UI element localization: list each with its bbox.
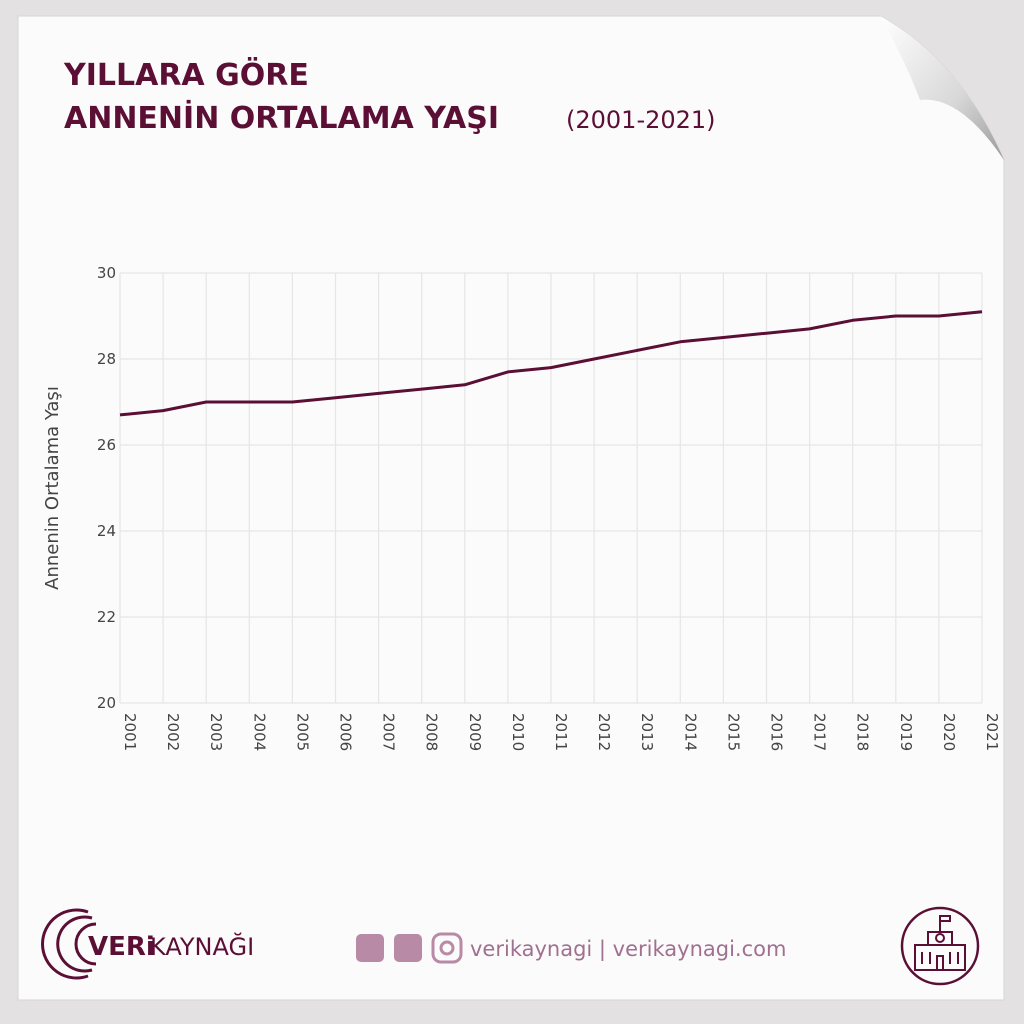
x-tick-label: 2020 (940, 713, 958, 751)
data-line (119, 310, 983, 417)
y-tick-label: 26 (97, 436, 116, 454)
title-line-1: YILLARA GÖRE (63, 56, 309, 93)
x-tick-label: 2019 (897, 713, 915, 751)
title-line-2: ANNENİN ORTALAMA YAŞI (64, 100, 499, 136)
x-tick-label: 2018 (854, 713, 872, 751)
x-tick-label: 2012 (595, 713, 613, 751)
x-tick-label: 2007 (380, 713, 398, 751)
brand-bold: VERi (88, 932, 155, 962)
x-tick-label: 2002 (164, 713, 182, 751)
school-badge (900, 906, 980, 986)
x-tick-label: 2010 (509, 713, 527, 751)
x-tick-label: 2017 (811, 713, 829, 751)
x-tick-label: 2001 (121, 713, 139, 751)
y-axis-label: Annenin Ortalama Yaşı (42, 386, 63, 590)
x-tick-label: 2003 (207, 713, 225, 751)
x-tick-label: 2011 (552, 713, 570, 751)
x-tick-label: 2014 (681, 713, 699, 751)
x-tick-label: 2006 (337, 713, 355, 751)
y-tick-label: 20 (97, 694, 116, 712)
x-tick-label: 2013 (638, 713, 656, 751)
y-tick-label: 22 (97, 608, 116, 626)
school-icon (914, 915, 966, 971)
subtitle: (2001-2021) (566, 106, 716, 134)
page-curl (880, 16, 1004, 160)
footer-links: verikaynagi | verikaynagi.com (470, 937, 786, 962)
x-tick-label: 2016 (768, 713, 786, 751)
x-tick-label: 2008 (423, 713, 441, 751)
instagram-lens (439, 940, 455, 956)
x-tick-label: 2005 (293, 713, 311, 751)
x-tick-label: 2021 (983, 713, 1001, 751)
logo (41, 908, 97, 980)
y-tick-label: 30 (97, 264, 116, 282)
brand-light: KAYNAĞI (150, 931, 254, 961)
x-tick-label: 2015 (724, 713, 742, 751)
plot: 20 22 24 26 28 30 2001 2002 2003 2004 2005 2006 2007… (97, 264, 1001, 751)
twitter-icon[interactable] (394, 934, 422, 962)
x-tick-label: 2009 (466, 713, 484, 751)
facebook-icon[interactable] (356, 934, 384, 962)
paper (17, 15, 1005, 1001)
y-tick-label: 24 (97, 522, 116, 540)
instagram-icon[interactable] (431, 932, 463, 964)
y-tick-label: 28 (97, 350, 116, 368)
x-tick-label: 2004 (250, 713, 268, 751)
